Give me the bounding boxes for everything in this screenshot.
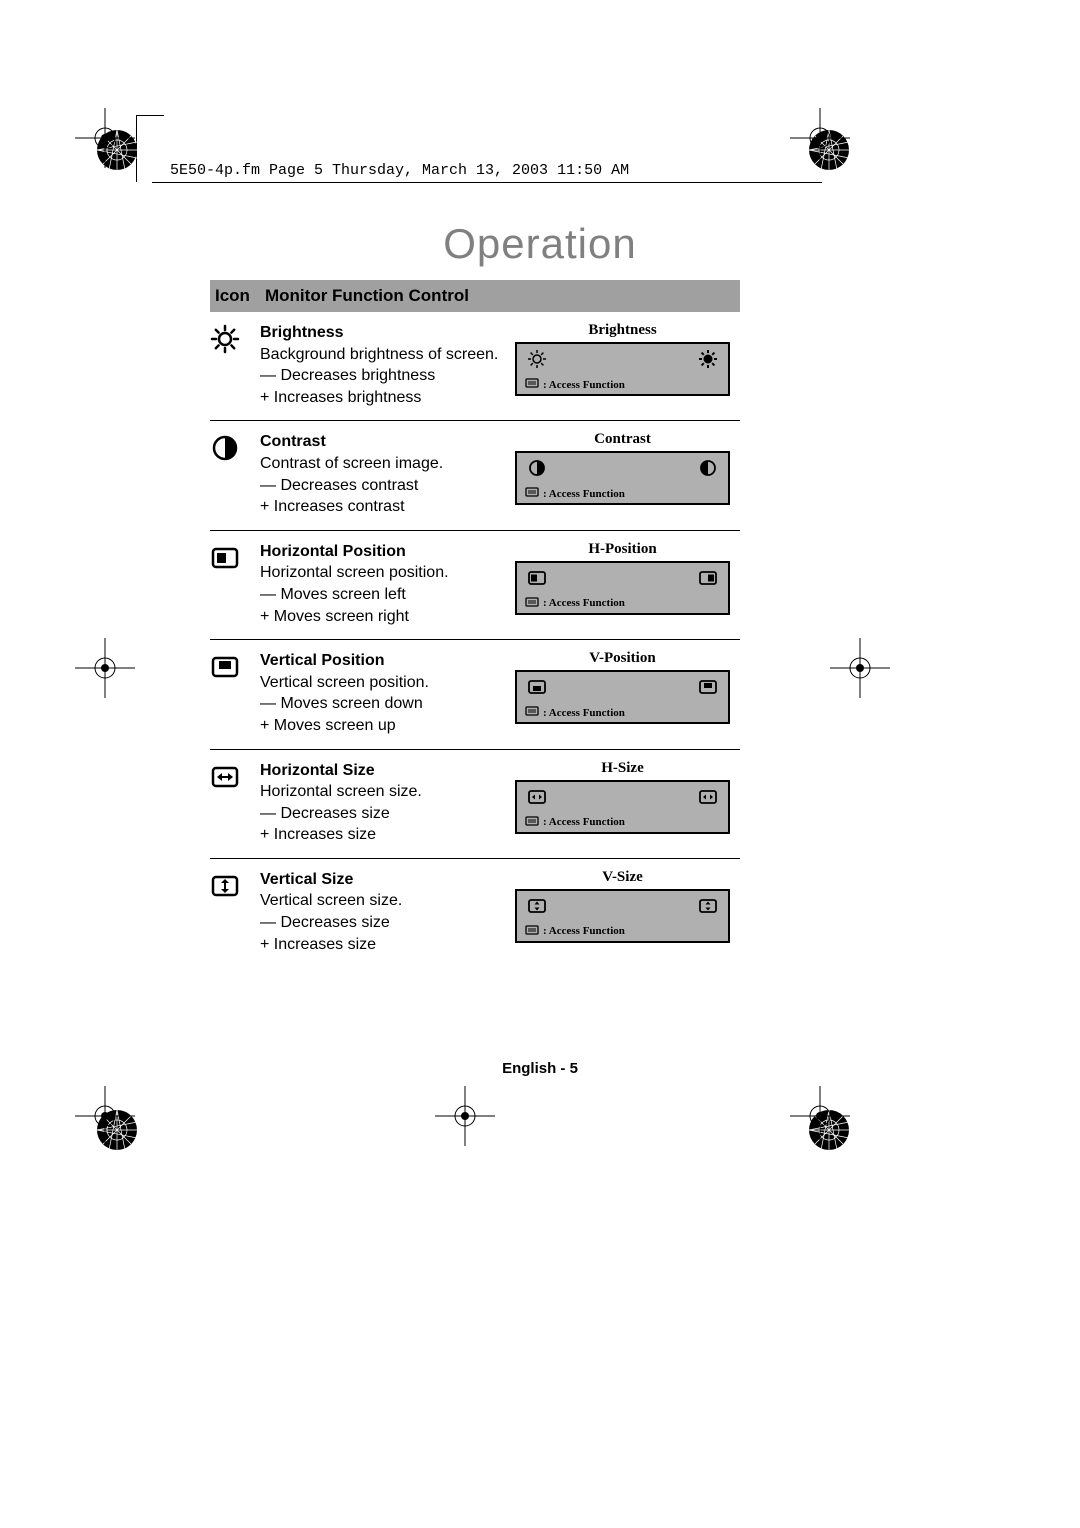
- menu-button-icon: [525, 487, 539, 500]
- osd-box: : Access Function: [515, 342, 730, 396]
- row-heading: Horizontal Size: [260, 760, 515, 782]
- osd-box: : Access Function: [515, 561, 730, 615]
- header-rule: [152, 182, 822, 183]
- osd-title: H-Size: [515, 760, 730, 777]
- row-desc: Vertical screen position.: [260, 672, 515, 694]
- brightness-high-icon: [698, 349, 718, 374]
- row-plus: + Moves screen right: [260, 606, 515, 628]
- row-minus: — Decreases size: [260, 912, 515, 934]
- crop-mark-icon: [75, 108, 135, 168]
- v-position-icon: [210, 669, 240, 686]
- osd-title: V-Position: [515, 650, 730, 667]
- menu-button-icon: [525, 816, 539, 829]
- row-heading: Contrast: [260, 431, 515, 453]
- row-heading: Horizontal Position: [260, 541, 515, 563]
- row-desc: Contrast of screen image.: [260, 453, 515, 475]
- osd-footer-text: : Access Function: [543, 925, 625, 937]
- page-title: Operation: [0, 220, 1080, 268]
- th-icon: Icon: [215, 286, 265, 306]
- contrast-icon: [210, 450, 240, 467]
- doc-header-text: 5E50-4p.fm Page 5 Thursday, March 13, 20…: [170, 162, 629, 179]
- table-header: Icon Monitor Function Control: [210, 280, 740, 312]
- table-row: Vertical Position Vertical screen positi…: [210, 640, 740, 749]
- row-minus: — Moves screen left: [260, 584, 515, 606]
- brightness-icon: [210, 341, 240, 358]
- crop-mark-icon: [830, 638, 890, 698]
- crop-mark-icon: [75, 1086, 135, 1146]
- row-minus: — Decreases contrast: [260, 475, 515, 497]
- row-desc: Background brightness of screen.: [260, 344, 515, 366]
- h-size-icon: [210, 779, 240, 796]
- crop-mark-icon: [790, 1086, 850, 1146]
- table-row: Horizontal Size Horizontal screen size. …: [210, 750, 740, 859]
- row-desc: Horizontal screen size.: [260, 781, 515, 803]
- row-minus: — Decreases size: [260, 803, 515, 825]
- menu-button-icon: [525, 925, 539, 938]
- osd-footer-text: : Access Function: [543, 707, 625, 719]
- osd-title: H-Position: [515, 541, 730, 558]
- vsize-large-icon: [698, 896, 718, 921]
- osd-footer-text: : Access Function: [543, 816, 625, 828]
- row-minus: — Moves screen down: [260, 693, 515, 715]
- osd-title: V-Size: [515, 869, 730, 886]
- osd-box: : Access Function: [515, 451, 730, 505]
- menu-button-icon: [525, 597, 539, 610]
- table-row: Brightness Background brightness of scre…: [210, 312, 740, 421]
- hpos-left-icon: [527, 568, 547, 593]
- osd-box: : Access Function: [515, 889, 730, 943]
- hsize-large-icon: [698, 787, 718, 812]
- table-row: Horizontal Position Horizontal screen po…: [210, 531, 740, 640]
- row-plus: + Increases size: [260, 824, 515, 846]
- osd-footer-text: : Access Function: [543, 379, 625, 391]
- row-plus: + Increases brightness: [260, 387, 515, 409]
- row-minus: — Decreases brightness: [260, 365, 515, 387]
- row-heading: Vertical Position: [260, 650, 515, 672]
- osd-footer-text: : Access Function: [543, 597, 625, 609]
- row-heading: Brightness: [260, 322, 515, 344]
- table-row: Vertical Size Vertical screen size. — De…: [210, 859, 740, 967]
- vsize-small-icon: [527, 896, 547, 921]
- hpos-right-icon: [698, 568, 718, 593]
- h-position-icon: [210, 560, 240, 577]
- crop-mark-icon: [790, 108, 850, 168]
- crop-mark-icon: [435, 1086, 495, 1146]
- contrast-low-icon: [527, 458, 547, 483]
- row-heading: Vertical Size: [260, 869, 515, 891]
- row-plus: + Moves screen up: [260, 715, 515, 737]
- row-plus: + Increases contrast: [260, 496, 515, 518]
- osd-footer-text: : Access Function: [543, 488, 625, 500]
- hsize-small-icon: [527, 787, 547, 812]
- function-table: Icon Monitor Function Control Brightness…: [210, 280, 740, 967]
- page-footer: English - 5: [0, 1060, 1080, 1077]
- contrast-high-icon: [698, 458, 718, 483]
- row-desc: Vertical screen size.: [260, 890, 515, 912]
- osd-title: Contrast: [515, 431, 730, 448]
- v-size-icon: [210, 888, 240, 905]
- crop-mark-icon: [75, 638, 135, 698]
- vpos-down-icon: [527, 677, 547, 702]
- osd-title: Brightness: [515, 322, 730, 339]
- menu-button-icon: [525, 706, 539, 719]
- th-control: Monitor Function Control: [265, 286, 735, 306]
- osd-box: : Access Function: [515, 670, 730, 724]
- row-plus: + Increases size: [260, 934, 515, 956]
- vpos-up-icon: [698, 677, 718, 702]
- row-desc: Horizontal screen position.: [260, 562, 515, 584]
- menu-button-icon: [525, 378, 539, 391]
- brightness-low-icon: [527, 349, 547, 374]
- table-row: Contrast Contrast of screen image. — Dec…: [210, 421, 740, 530]
- osd-box: : Access Function: [515, 780, 730, 834]
